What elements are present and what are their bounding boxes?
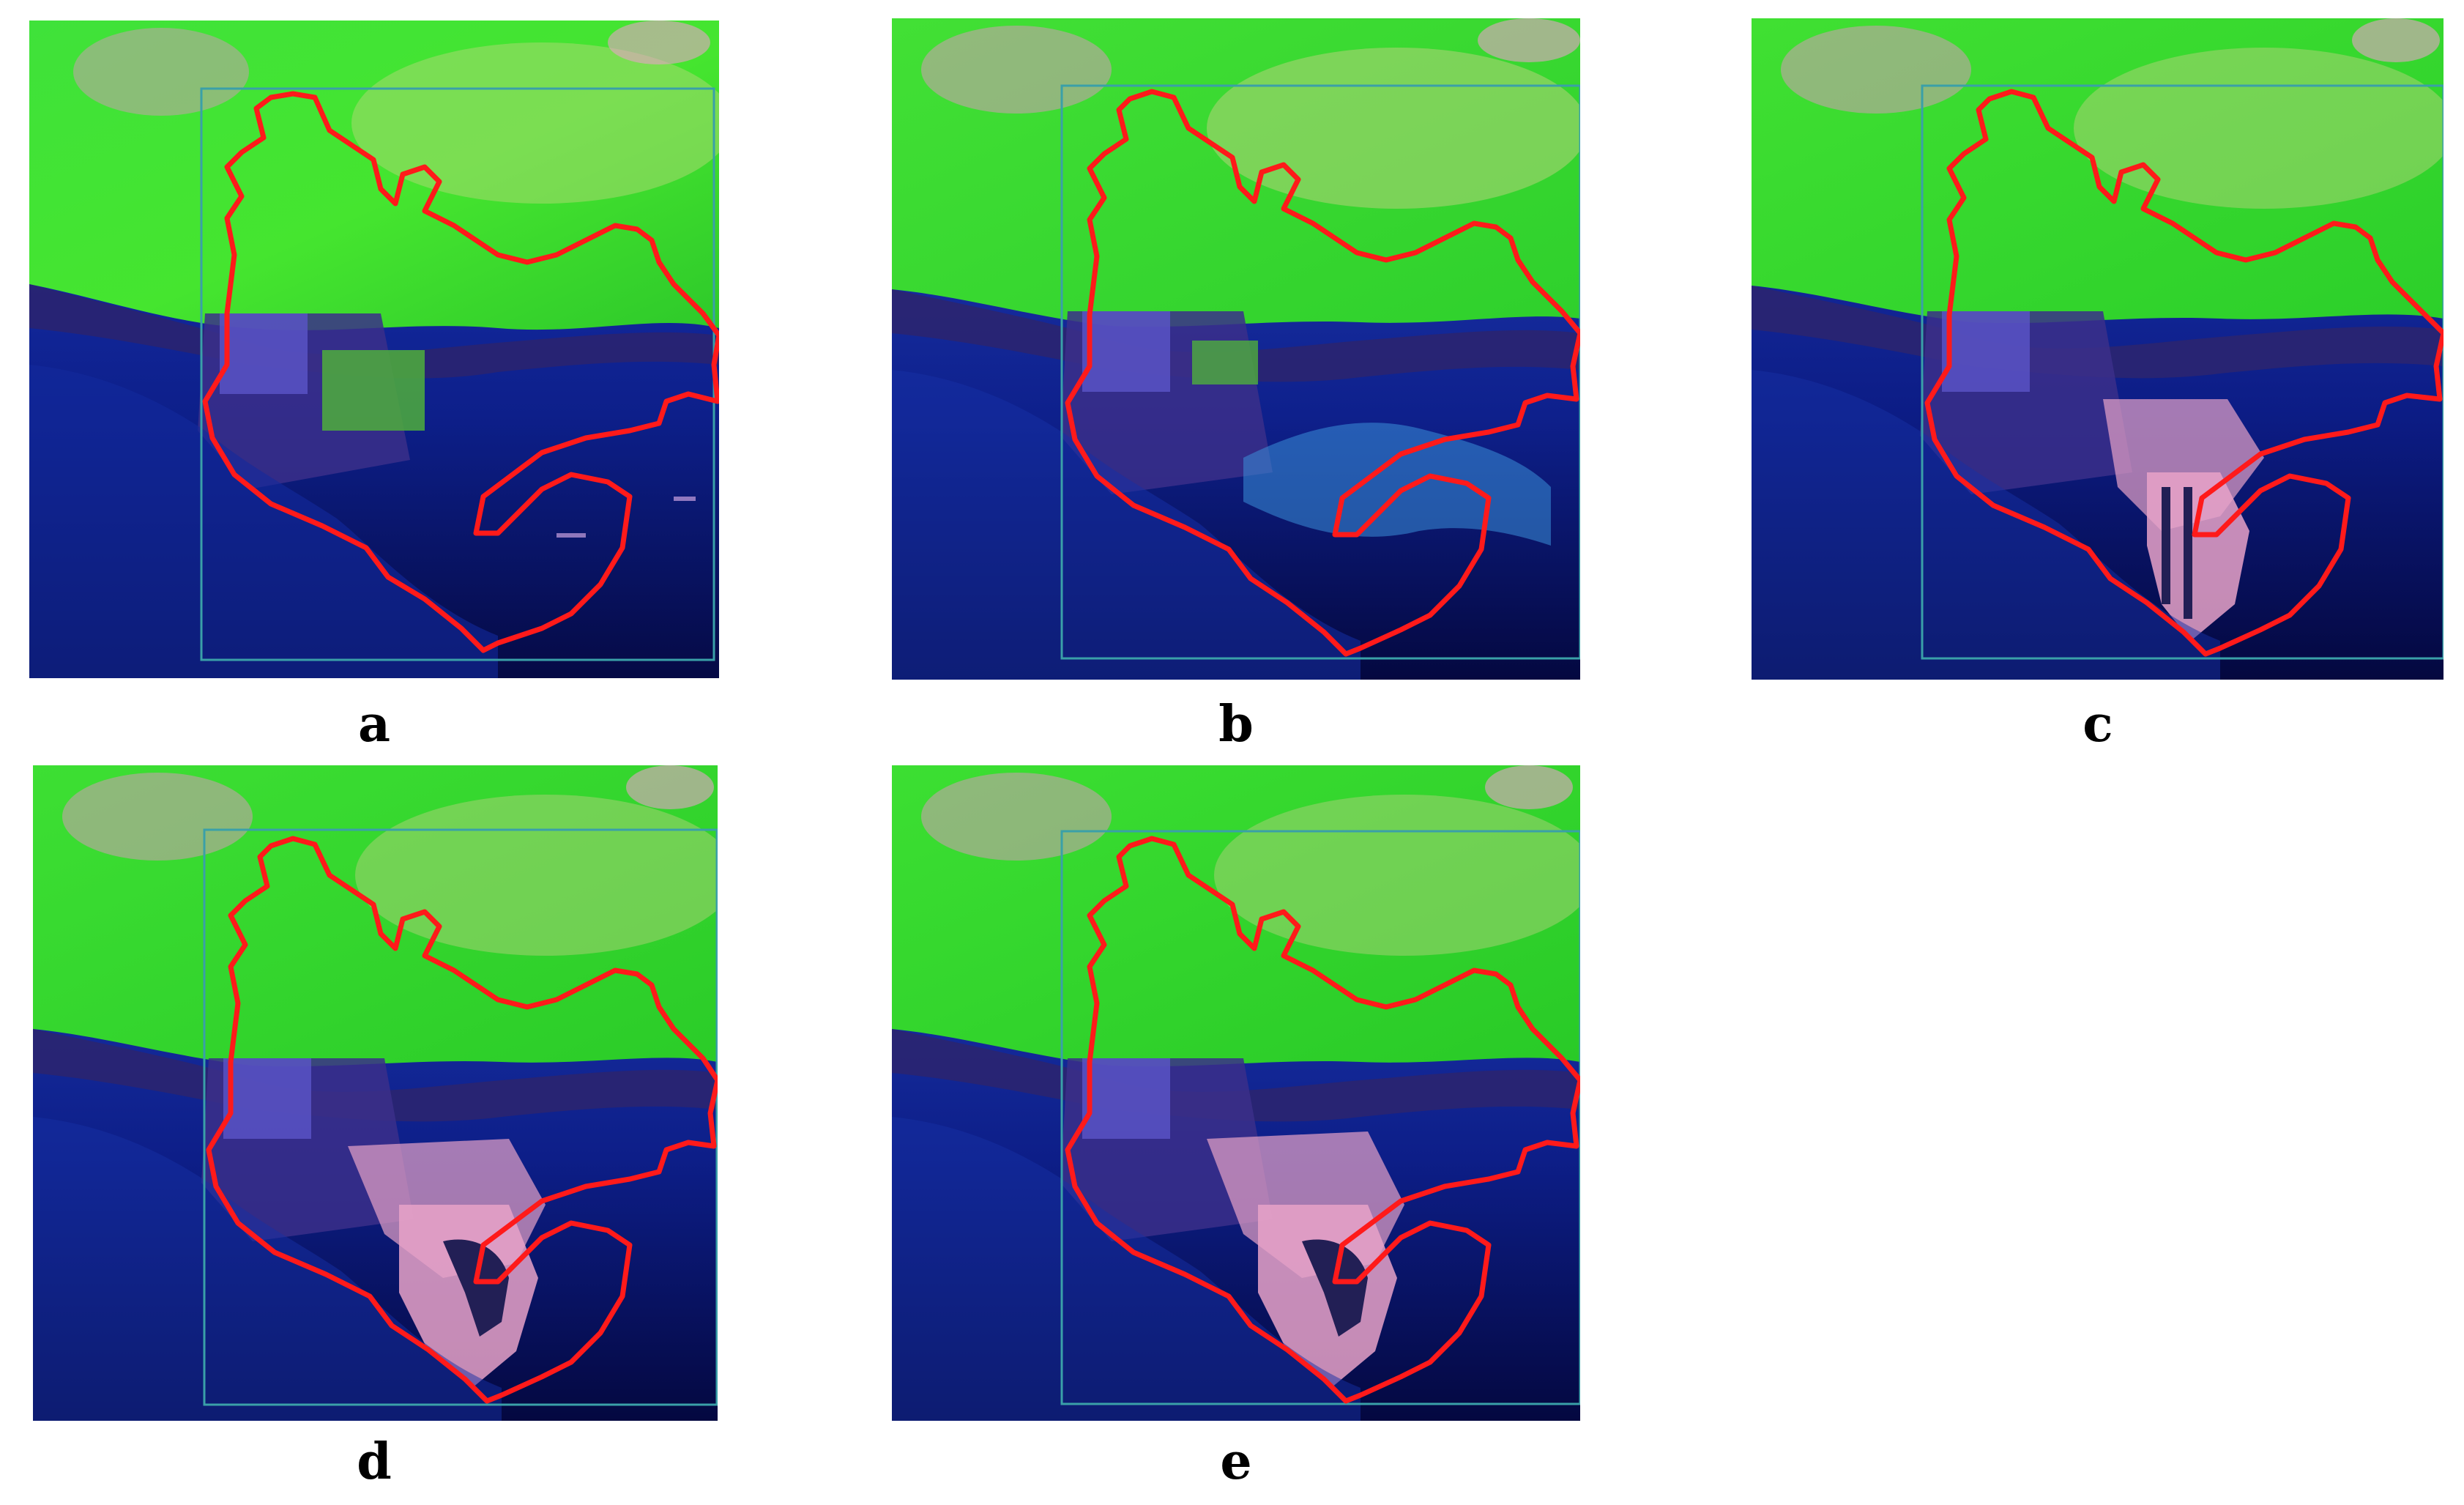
panel-label-d: d: [357, 1432, 392, 1491]
panel-label-e: e: [1220, 1432, 1252, 1491]
satellite-image-c-graphic: [1752, 18, 2443, 680]
satellite-image-a-graphic: [29, 21, 719, 678]
study-area-boundary: [1065, 836, 1580, 1404]
satellite-image-d: [33, 765, 718, 1421]
study-area-boundary: [202, 91, 719, 653]
panel-label-a: a: [357, 695, 391, 754]
satellite-image-b: [892, 18, 1580, 680]
satellite-image-a: [29, 21, 719, 678]
satellite-image-c: [1752, 18, 2443, 680]
satellite-image-e: [892, 765, 1580, 1421]
panel-label-b: b: [1218, 695, 1254, 754]
study-area-boundary: [206, 836, 718, 1404]
satellite-image-e-graphic: [892, 765, 1580, 1421]
study-area-boundary: [1924, 89, 2443, 657]
satellite-image-d-graphic: [33, 765, 718, 1421]
satellite-image-b-graphic: [892, 18, 1580, 680]
shoreline-marks: [557, 497, 696, 538]
panel-label-c: c: [2083, 695, 2113, 754]
study-area-boundary: [1065, 89, 1580, 657]
